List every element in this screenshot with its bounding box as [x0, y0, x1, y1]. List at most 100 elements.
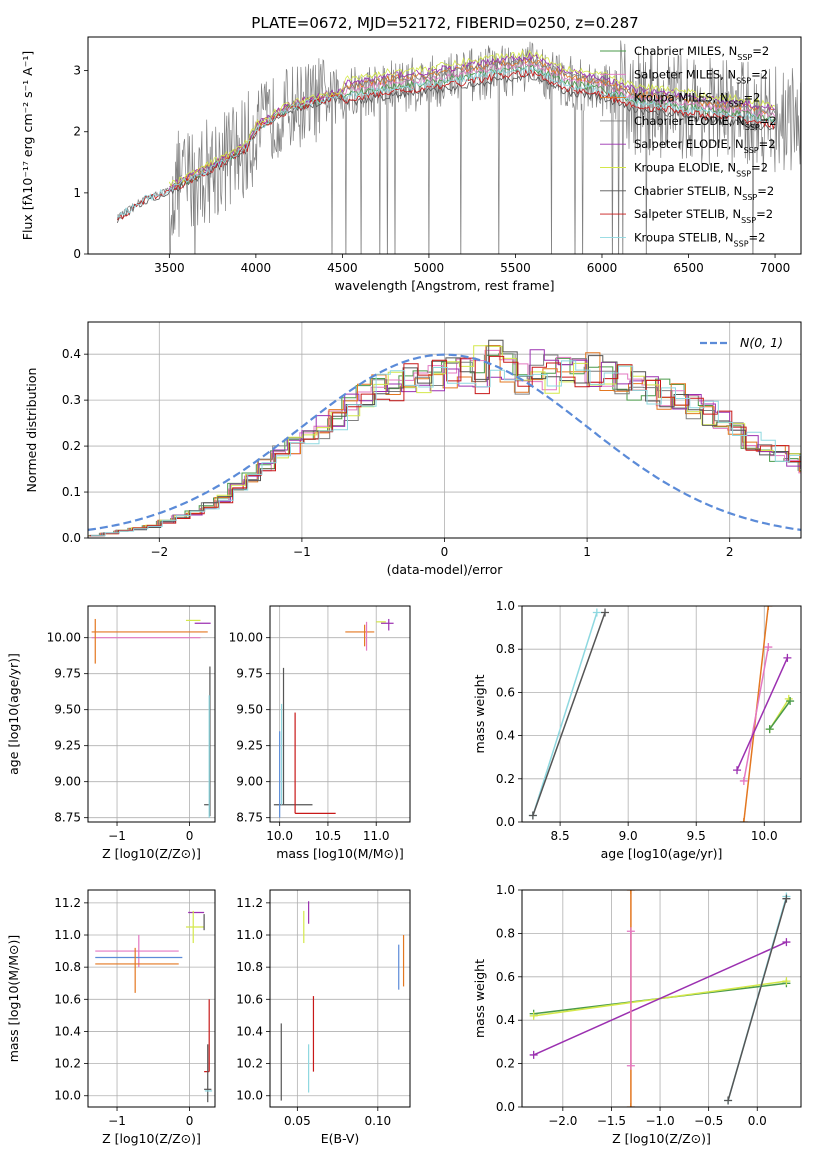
y-tick-label: 10.6 [236, 992, 263, 1006]
age-vs-metallicity-plot: −1 0 8.75 9.00 9.25 9.50 9.75 10.00 Z [log10(Z/Z… [6, 605, 216, 861]
x-tick-label: 4000 [241, 261, 272, 275]
x-tick-label: −2 [150, 545, 168, 559]
legend-label: Kroupa MILES, NSSP=2 [634, 91, 760, 109]
x-axis-label: Z [log10(Z/Z⊙)] [102, 1131, 201, 1146]
axes-frame [87, 605, 216, 823]
legend-label: Salpeter MILES, NSSP=2 [634, 67, 768, 85]
legend-label: Chabrier MILES, NSSP=2 [634, 44, 769, 62]
weight-series [529, 938, 791, 1059]
y-tick-label: 9.00 [54, 775, 81, 789]
x-tick-label: 10.5 [315, 829, 342, 843]
plot-content [88, 339, 801, 537]
x-tick-label: 2 [726, 545, 734, 559]
gridlines [270, 606, 410, 822]
y-tick-label: 8.75 [54, 811, 81, 825]
model-line-kroupa-stelib [117, 65, 776, 218]
ticks: −2.0 −1.5 −1.0 −0.5 0.0 0.0 0.2 0.4 0.6 0.8 1.0 [496, 883, 767, 1128]
y-axis-label: Normed distribution [24, 368, 39, 493]
x-tick-label: 0 [186, 1114, 194, 1128]
x-tick-label: 8.5 [551, 829, 570, 843]
x-tick-label: 9.5 [687, 829, 706, 843]
plus-marker [724, 1096, 733, 1105]
x-tick-label: 0.10 [364, 1114, 391, 1128]
errorbar-point [294, 712, 336, 814]
axes-frame [269, 605, 411, 823]
y-tick-label: 10.0 [236, 1089, 263, 1103]
plus-marker [626, 927, 635, 936]
errorbar-point [204, 1044, 212, 1103]
series-line [736, 657, 789, 771]
y-tick-label: 0.0 [496, 815, 515, 829]
plus-marker [528, 811, 537, 820]
plus-marker [592, 608, 601, 617]
y-tick-label: 1.0 [496, 599, 515, 613]
axes-frame [521, 605, 802, 823]
x-tick-label: 5500 [500, 261, 531, 275]
y-tick-label: 11.0 [54, 928, 81, 942]
weight-vs-metallicity-plot: −2.0 −1.5 −1.0 −0.5 0.0 0.0 0.2 0.4 0.6 0.8 1.0 Z [… [472, 883, 802, 1146]
axes-frame [87, 889, 216, 1108]
x-tick-label: 0.0 [748, 1114, 767, 1128]
x-tick-label: −1 [108, 829, 126, 843]
ticks: 3500 4000 4500 5000 5500 6000 6500 7000 0 1 2 3 [73, 64, 790, 275]
y-tick-label: 0.8 [496, 926, 515, 940]
legend: Chabrier MILES, NSSP=2 Salpeter MILES, NS… [600, 44, 777, 248]
x-tick-label: −1.5 [597, 1114, 626, 1128]
y-tick-label: 1 [73, 186, 81, 200]
weight-series [528, 608, 601, 820]
x-axis-label: wavelength [Angstrom, rest frame] [334, 278, 554, 293]
weight-vs-age-plot: 8.5 9.0 9.5 10.0 0.0 0.2 0.4 0.6 0.8 1.0 age [log1… [472, 599, 802, 861]
plus-marker [733, 766, 742, 775]
model-line-salpeter-miles [169, 61, 776, 192]
y-tick-label: 11.0 [236, 928, 263, 942]
x-axis-label: mass [log10(M/M⊙)] [276, 846, 404, 861]
x-axis-label: Z [log10(Z/Z⊙)] [102, 846, 201, 861]
plus-marker [626, 1103, 635, 1107]
y-axis-label: mass [log10(M/M⊙)] [6, 935, 21, 1063]
x-axis-label: E(B-V) [321, 1131, 360, 1146]
y-tick-label: 0.6 [496, 685, 515, 699]
x-axis-label: Z [log10(Z/Z⊙)] [612, 1131, 711, 1146]
y-tick-label: 0.8 [496, 642, 515, 656]
x-tick-label: 11.0 [363, 829, 390, 843]
plus-marker [764, 606, 773, 610]
y-tick-label: 10.2 [236, 1057, 263, 1071]
axes-frame [87, 36, 802, 255]
weight-series [733, 653, 792, 775]
legend-label: Chabrier STELIB, NSSP=2 [634, 184, 774, 202]
x-tick-label: −1 [108, 1114, 126, 1128]
plus-marker [601, 608, 610, 617]
plus-marker [782, 894, 791, 903]
ticks: 8.5 9.0 9.5 10.0 0.0 0.2 0.4 0.6 0.8 1.0 [496, 599, 778, 843]
y-tick-label: 3 [73, 64, 81, 78]
y-tick-label: 0.1 [62, 485, 81, 499]
y-tick-label: 0.0 [496, 1100, 515, 1114]
plus-marker [739, 776, 748, 785]
ticks: −2 −1 0 1 2 0.0 0.1 0.2 0.3 0.4 [62, 347, 734, 559]
y-axis-label: mass weight [472, 674, 487, 753]
histogram-chabrier-elodie [88, 345, 801, 537]
residual-histogram-plot: −2 −1 0 1 2 0.0 0.1 0.2 0.3 0.4 (data-model)/error… [24, 321, 802, 577]
x-tick-label: 6500 [673, 261, 704, 275]
weight-series [528, 608, 610, 820]
histogram-salpeter-elodie [88, 349, 801, 537]
x-tick-label: −1.0 [645, 1114, 674, 1128]
series-line [532, 612, 606, 816]
y-tick-label: 1.0 [496, 883, 515, 897]
plot-content [95, 910, 213, 1103]
x-tick-label: 10.0 [751, 829, 778, 843]
plus-marker [783, 653, 792, 662]
ticks: 10.0 10.5 11.0 8.75 9.00 9.25 9.50 9.75 10.00 [229, 631, 390, 843]
y-tick-label: 0.4 [62, 347, 81, 361]
plot-content [528, 606, 795, 822]
ticks: −1 0 8.75 9.00 9.25 9.50 9.75 10.00 [47, 631, 194, 843]
y-tick-label: 0.4 [496, 1013, 515, 1027]
plot-content [529, 890, 791, 1107]
mass-vs-metallicity-plot: −1 0 10.0 10.2 10.4 10.6 10.8 11.0 11.2 Z [log10(… [6, 889, 216, 1146]
plus-marker [764, 643, 773, 652]
plot-content [117, 40, 801, 254]
x-axis-label: (data-model)/error [387, 562, 504, 577]
y-tick-label: 10.4 [54, 1024, 81, 1038]
plus-marker [765, 725, 774, 734]
errorbar-point [95, 947, 179, 993]
